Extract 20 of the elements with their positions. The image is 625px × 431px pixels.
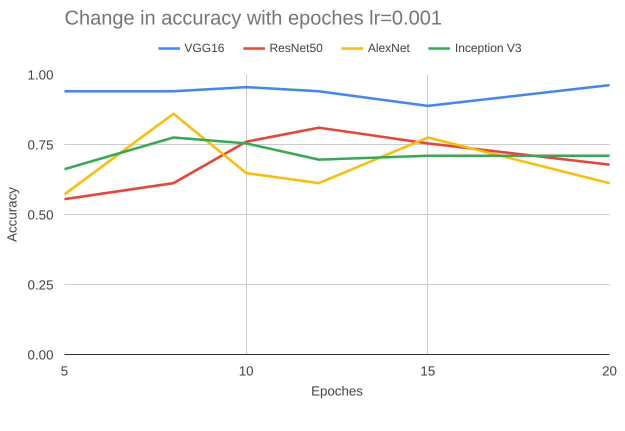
line-series xyxy=(64,84,610,108)
x-tick-label: 5 xyxy=(60,364,68,378)
line-series xyxy=(64,126,610,200)
y-tick-label: 1.00 xyxy=(28,68,54,82)
legend-label: ResNet50 xyxy=(269,41,323,55)
line-series xyxy=(64,112,610,196)
chart-title: Change in accuracy with epoches lr=0.001 xyxy=(64,8,442,30)
legend-label: AlexNet xyxy=(368,41,410,55)
y-tick-label: 0.00 xyxy=(28,348,54,362)
x-axis-title: Epoches xyxy=(311,384,364,398)
y-tick-label: 0.50 xyxy=(28,208,54,222)
x-tick-label: 20 xyxy=(602,364,617,378)
y-tick-label: 0.75 xyxy=(28,138,54,152)
legend-label: Inception V3 xyxy=(454,41,522,55)
line-series xyxy=(64,136,610,170)
x-tick-label: 15 xyxy=(420,364,436,378)
y-tick-label: 0.25 xyxy=(28,278,54,292)
y-axis-title: Accuracy xyxy=(4,186,20,242)
x-tick-label: 10 xyxy=(238,364,254,378)
legend-label: VGG16 xyxy=(184,41,224,55)
